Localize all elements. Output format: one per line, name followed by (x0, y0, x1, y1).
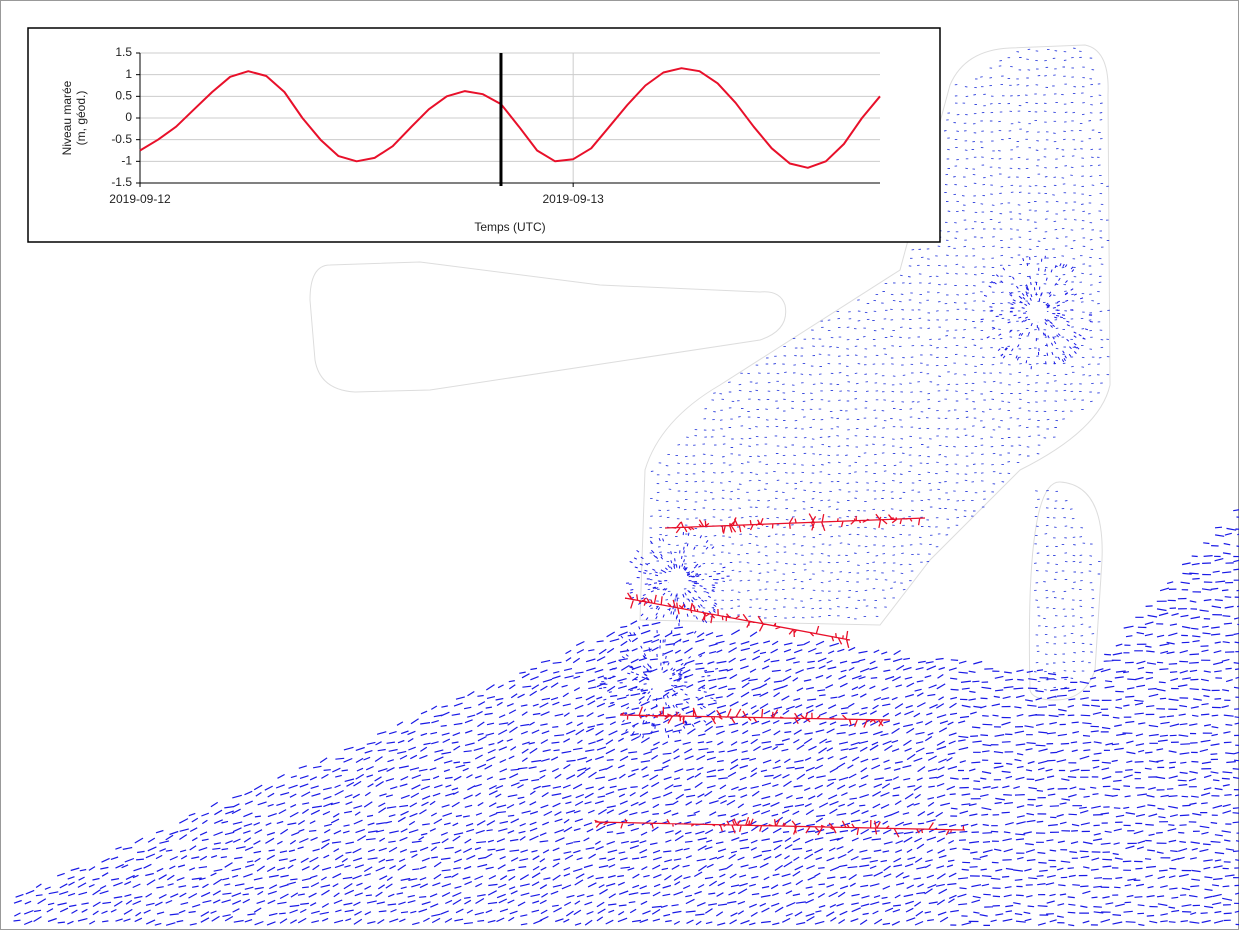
tide-chart: Niveau marée (m, géod.) Temps (UTC) -1.5… (28, 28, 940, 242)
well (668, 570, 688, 590)
y-axis-label: Niveau marée (60, 80, 74, 155)
y-tick-label: -1.5 (111, 175, 132, 189)
y-axis-label: (m, géod.) (74, 91, 88, 146)
page: Niveau marée (m, géod.) Temps (UTC) -1.5… (0, 0, 1239, 930)
x-tick-label: 2019-09-12 (109, 192, 171, 206)
y-tick-label: 0 (125, 110, 132, 124)
x-axis-label: Temps (UTC) (474, 220, 545, 234)
y-tick-label: -0.5 (111, 132, 132, 146)
y-tick-label: 0.5 (115, 89, 132, 103)
y-tick-label: 1.5 (115, 45, 132, 59)
scene: Niveau marée (m, géod.) Temps (UTC) -1.5… (0, 0, 1239, 930)
well (650, 672, 670, 692)
well (1027, 302, 1047, 322)
x-tick-label: 2019-09-13 (542, 192, 604, 206)
y-tick-label: 1 (125, 67, 132, 81)
y-tick-label: -1 (121, 154, 132, 168)
